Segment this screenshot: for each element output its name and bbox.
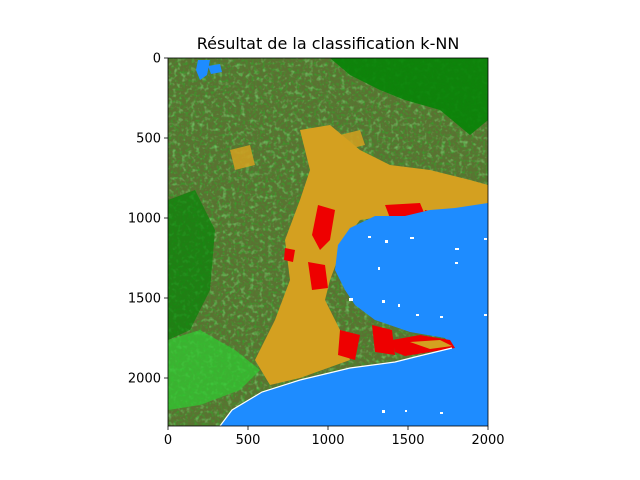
classification-image: [168, 58, 488, 426]
plot-area: [167, 57, 489, 427]
water-lagoon: [196, 60, 222, 80]
forest-class-west: [168, 190, 215, 340]
x-axis: 0 500 1000 1500 2000: [164, 426, 505, 448]
x-tick-label: 1500: [391, 433, 424, 448]
y-tick-label: 0: [153, 52, 161, 67]
grassland-class: [168, 330, 260, 410]
x-tick-label: 2000: [471, 433, 504, 448]
x-tick-label: 500: [236, 433, 261, 448]
y-tick-label: 2000: [128, 372, 161, 387]
y-axis: 0 500 1000 1500 2000: [128, 52, 168, 387]
urban-class: [284, 203, 438, 360]
y-tick-label: 1000: [128, 212, 161, 227]
agriculture-class: [255, 125, 488, 385]
agriculture-peninsula: [410, 340, 452, 349]
agriculture-class-2: [230, 130, 365, 170]
y-tick-label: 500: [136, 132, 161, 147]
water-speckles: [349, 236, 487, 414]
x-tick-label: 1000: [311, 433, 344, 448]
x-tick-label: 0: [164, 433, 172, 448]
coastline-edge: [219, 347, 453, 426]
chart-title: Résultat de la classification k-NN: [197, 34, 460, 53]
forest-class: [330, 58, 488, 135]
water-class: [220, 203, 488, 426]
y-tick-label: 1500: [128, 292, 161, 307]
